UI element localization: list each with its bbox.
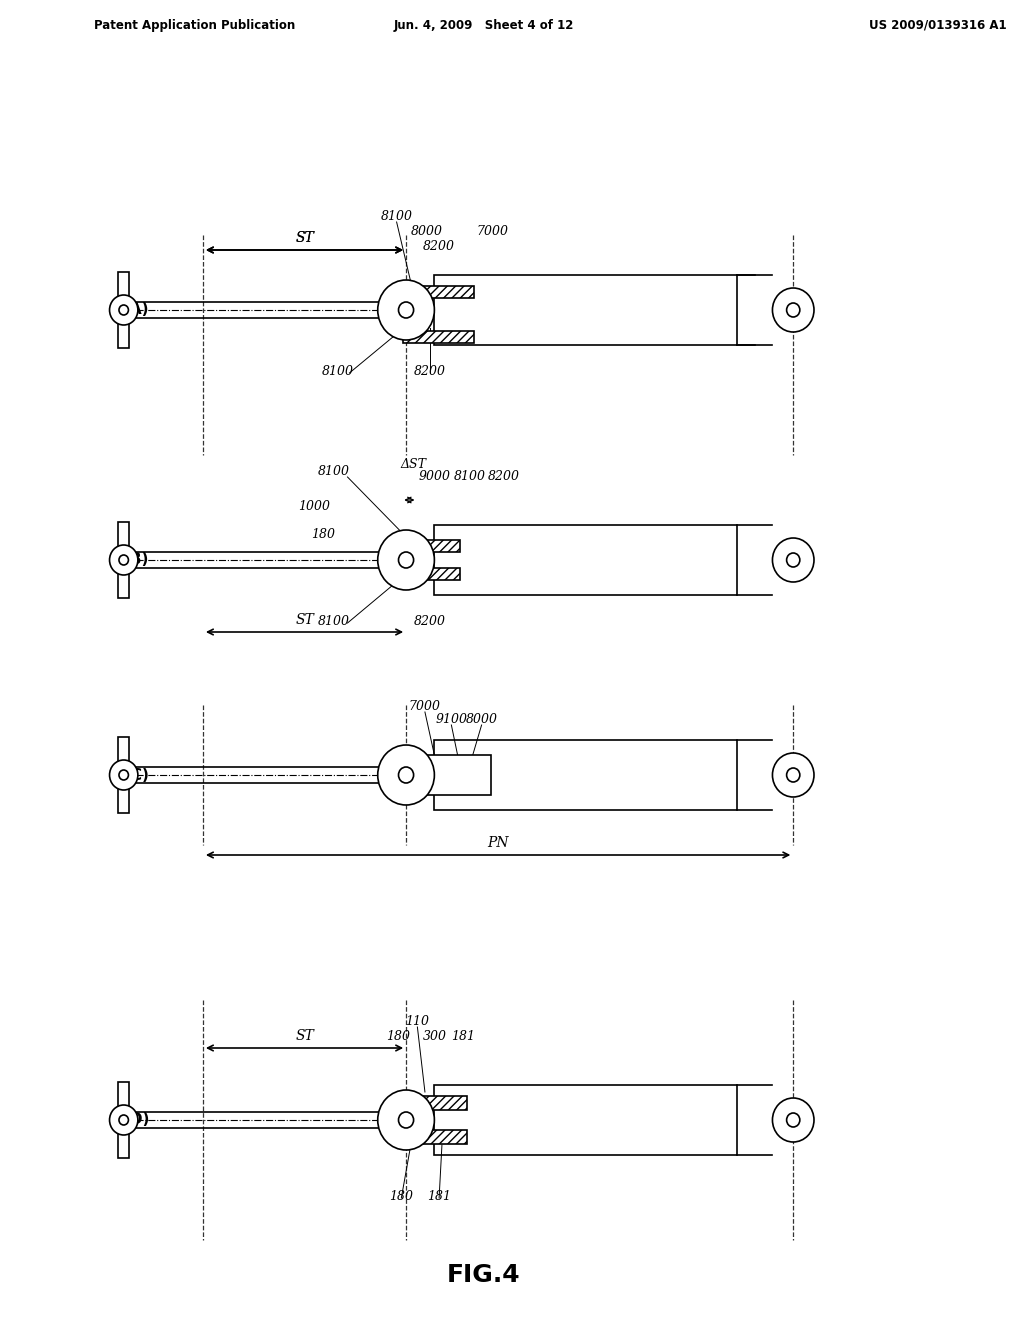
Text: 8200: 8200: [487, 470, 519, 483]
Bar: [434, 275, 736, 345]
Circle shape: [110, 1105, 138, 1135]
Circle shape: [398, 302, 414, 318]
Text: 180: 180: [311, 528, 335, 541]
Circle shape: [398, 552, 414, 568]
Circle shape: [786, 304, 800, 317]
Text: 1000: 1000: [299, 500, 331, 513]
Text: 8100: 8100: [455, 470, 486, 483]
Text: 8100: 8100: [381, 210, 413, 223]
Circle shape: [110, 760, 138, 789]
Text: 7000: 7000: [409, 700, 441, 713]
Text: (A): (A): [124, 302, 150, 318]
Text: ST: ST: [295, 231, 314, 246]
Circle shape: [772, 752, 814, 797]
Bar: [403, 331, 474, 343]
Text: US 2009/0139316 A1: US 2009/0139316 A1: [868, 18, 1007, 32]
Text: 181: 181: [451, 1030, 475, 1043]
Circle shape: [378, 280, 434, 341]
Text: (C): (C): [125, 767, 150, 783]
Text: 8000: 8000: [466, 713, 498, 726]
Text: 9100: 9100: [435, 713, 467, 726]
Bar: [434, 741, 736, 810]
Text: 8200: 8200: [423, 240, 455, 253]
Text: 110: 110: [406, 1015, 429, 1028]
Circle shape: [119, 305, 128, 315]
Text: (D): (D): [124, 1113, 151, 1127]
Circle shape: [786, 553, 800, 568]
Text: FIG.4: FIG.4: [446, 1263, 520, 1287]
Text: PN: PN: [487, 836, 509, 850]
Text: 180: 180: [389, 1191, 414, 1203]
Bar: [118, 737, 129, 813]
Text: 8100: 8100: [317, 615, 349, 628]
Circle shape: [110, 545, 138, 576]
Circle shape: [772, 539, 814, 582]
Text: 8100: 8100: [323, 366, 354, 378]
Bar: [118, 521, 129, 598]
Text: 8200: 8200: [414, 366, 445, 378]
Text: 8000: 8000: [411, 224, 442, 238]
Bar: [407, 1130, 467, 1144]
Bar: [434, 1085, 736, 1155]
Text: 180: 180: [386, 1030, 411, 1043]
Bar: [407, 1096, 467, 1110]
Text: ST: ST: [295, 612, 314, 627]
Text: 8100: 8100: [317, 465, 349, 478]
Text: 9000: 9000: [419, 470, 451, 483]
Circle shape: [786, 1113, 800, 1127]
Text: 8200: 8200: [414, 615, 445, 628]
Circle shape: [378, 531, 434, 590]
Circle shape: [119, 770, 128, 780]
Bar: [118, 272, 129, 348]
Bar: [411, 755, 492, 795]
Text: ST: ST: [295, 231, 314, 246]
Circle shape: [772, 1098, 814, 1142]
Bar: [403, 286, 474, 298]
Text: ΔST: ΔST: [400, 458, 427, 471]
Circle shape: [398, 1111, 414, 1129]
Text: 300: 300: [422, 1030, 446, 1043]
Circle shape: [378, 744, 434, 805]
Bar: [403, 540, 460, 552]
Text: 181: 181: [427, 1191, 452, 1203]
Circle shape: [119, 554, 128, 565]
Text: 7000: 7000: [477, 224, 509, 238]
Bar: [118, 1082, 129, 1158]
Text: Jun. 4, 2009   Sheet 4 of 12: Jun. 4, 2009 Sheet 4 of 12: [393, 18, 573, 32]
Text: ST: ST: [295, 1030, 314, 1043]
Bar: [434, 525, 736, 595]
Circle shape: [772, 288, 814, 333]
Text: Patent Application Publication: Patent Application Publication: [94, 18, 296, 32]
Circle shape: [398, 767, 414, 783]
Bar: [403, 568, 460, 579]
Circle shape: [110, 294, 138, 325]
Circle shape: [378, 1090, 434, 1150]
Circle shape: [119, 1115, 128, 1125]
Circle shape: [786, 768, 800, 781]
Text: (B): (B): [124, 553, 150, 568]
